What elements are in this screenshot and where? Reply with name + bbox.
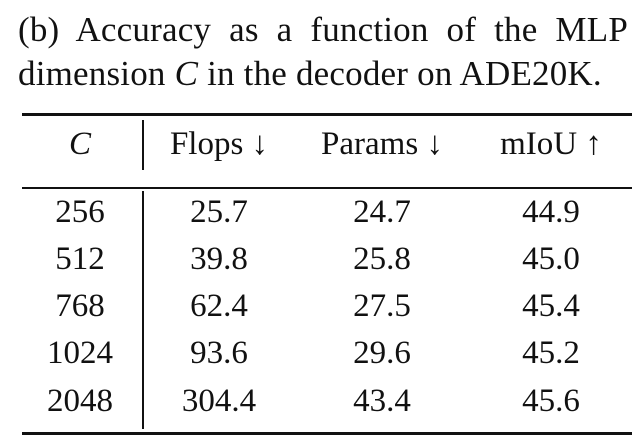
header-miou: mIoU ↑: [500, 126, 602, 162]
top-rule: [22, 113, 632, 116]
caption-variable: C: [174, 54, 199, 93]
header-rule: [22, 187, 632, 189]
caption-prefix: dimension: [18, 54, 166, 93]
cell-params: 27.5: [353, 288, 411, 324]
caption-line-1: (b) Accuracy as a function of the MLP: [18, 10, 628, 49]
header-flops: Flops ↓: [169, 126, 269, 162]
body-column-divider: [142, 191, 144, 429]
header-params: Params ↓: [321, 126, 443, 162]
cell-params: 24.7: [353, 194, 411, 230]
cell-params: 29.6: [353, 335, 411, 371]
cell-params: 25.8: [353, 241, 411, 277]
cell-miou: 45.2: [522, 335, 580, 371]
caption-suffix: in the decoder on ADE20K.: [207, 54, 602, 93]
cell-miou: 45.0: [522, 241, 580, 277]
cell-c-2048: 2048: [47, 383, 113, 419]
cell-params: 43.4: [353, 383, 411, 419]
cell-miou: 45.6: [522, 383, 580, 419]
cell-miou: 44.9: [522, 194, 580, 230]
header-column-divider: [142, 120, 144, 170]
cell-c-256: 256: [55, 194, 105, 230]
cell-flops: 25.7: [190, 194, 248, 230]
cell-c-768: 768: [55, 288, 105, 324]
caption-line-2: dimension C in the decoder on ADE20K.: [18, 52, 628, 96]
cell-flops: 93.6: [190, 335, 248, 371]
table-caption: (b) Accuracy as a function of the MLP di…: [18, 8, 628, 96]
cell-miou: 45.4: [522, 288, 580, 324]
header-c: C: [68, 126, 91, 162]
cell-flops: 304.4: [181, 383, 257, 419]
cell-flops: 39.8: [190, 241, 248, 277]
bottom-rule: [22, 432, 632, 435]
cell-c-512: 512: [55, 241, 105, 277]
cell-c-1024: 1024: [47, 335, 113, 371]
cell-flops: 62.4: [190, 288, 248, 324]
